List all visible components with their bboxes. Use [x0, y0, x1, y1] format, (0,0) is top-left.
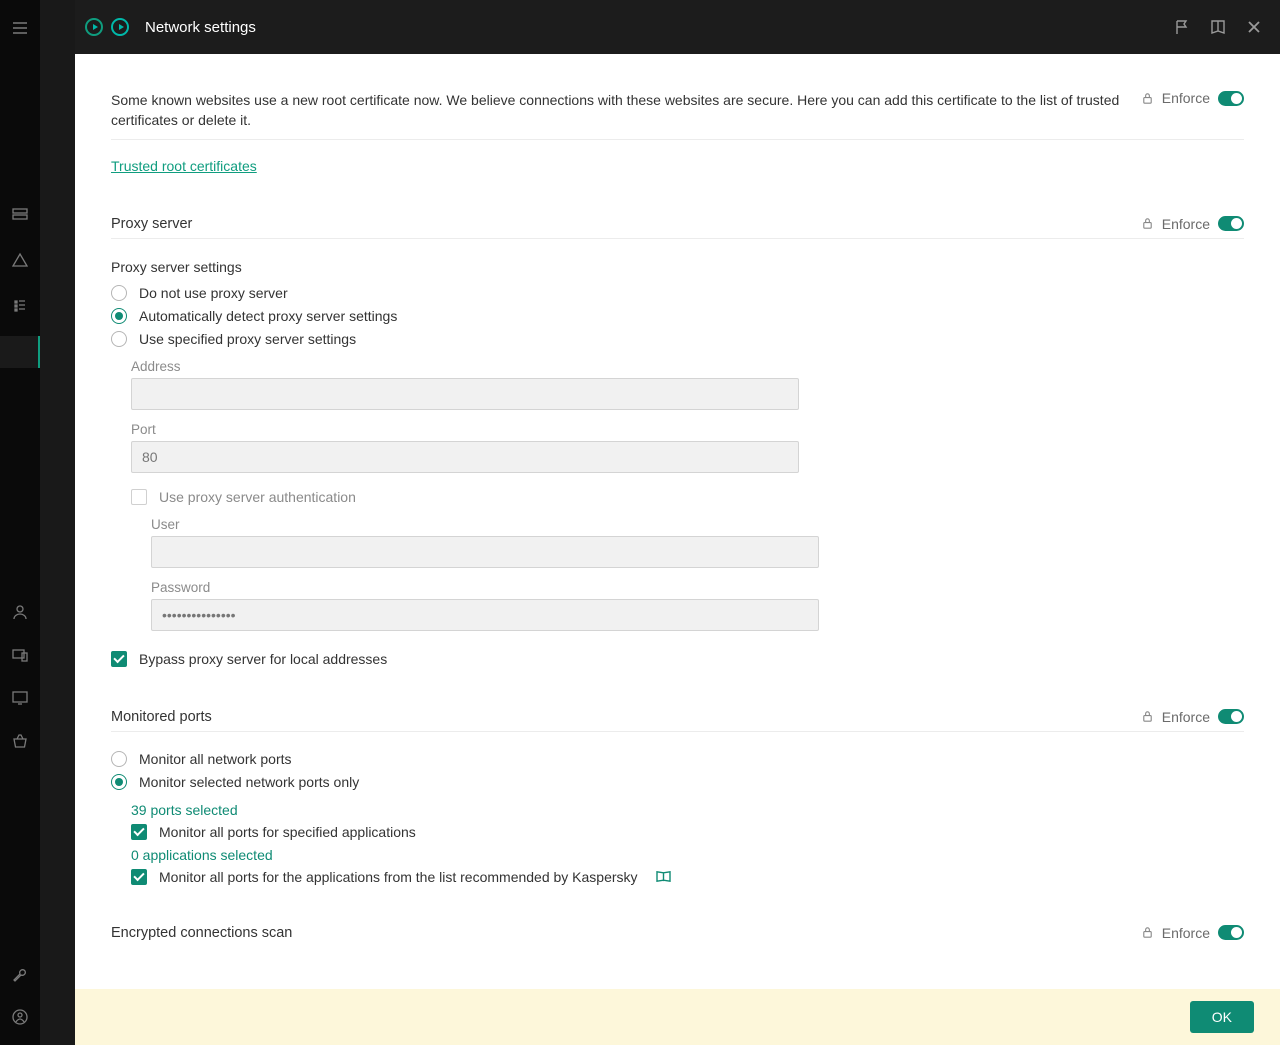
back-icon[interactable]: [85, 18, 103, 36]
lock-icon: [1141, 217, 1154, 230]
checkbox-icon: [131, 824, 147, 840]
radio-label: Use specified proxy server settings: [139, 331, 356, 347]
proxy-enforce-toggle[interactable]: [1218, 216, 1244, 231]
proxy-option-manual[interactable]: Use specified proxy server settings: [111, 331, 1244, 347]
proxy-section-title: Proxy server: [111, 216, 1141, 232]
checkbox-label: Bypass proxy server for local addresses: [139, 651, 387, 667]
apps-selected-link[interactable]: 0 applications selected: [131, 847, 273, 863]
checkbox-label: Monitor all ports for the applications f…: [159, 869, 638, 885]
user-input[interactable]: [151, 536, 819, 568]
proxy-option-auto[interactable]: Automatically detect proxy server settin…: [111, 308, 1244, 324]
trusted-certificates-link[interactable]: Trusted root certificates: [111, 158, 257, 174]
port-input[interactable]: [131, 441, 799, 473]
user-label: User: [151, 517, 1244, 532]
checkbox-label: Use proxy server authentication: [159, 489, 356, 505]
close-icon[interactable]: [1246, 19, 1262, 35]
list-icon[interactable]: [12, 298, 28, 314]
radio-icon: [111, 774, 127, 790]
ok-button[interactable]: OK: [1190, 1001, 1254, 1033]
checkbox-label: Monitor all ports for specified applicat…: [159, 824, 416, 840]
modal-footer: OK: [75, 989, 1280, 1045]
enforce-label: Enforce: [1162, 90, 1210, 106]
monitor-recommended-checkbox[interactable]: Monitor all ports for the applications f…: [131, 869, 1244, 885]
encrypted-enforce-toggle[interactable]: [1218, 925, 1244, 940]
book-icon[interactable]: [656, 870, 671, 883]
modal-body: Some known websites use a new root certi…: [75, 54, 1280, 989]
radio-icon: [111, 285, 127, 301]
monitor-icon[interactable]: [12, 690, 28, 706]
enforce-label: Enforce: [1162, 709, 1210, 725]
radio-label: Do not use proxy server: [139, 285, 288, 301]
bypass-local-checkbox[interactable]: Bypass proxy server for local addresses: [111, 651, 1244, 667]
rail-active-indicator: [0, 336, 40, 368]
lock-icon: [1141, 710, 1154, 723]
ports-enforce-toggle[interactable]: [1218, 709, 1244, 724]
proxy-settings-label: Proxy server settings: [111, 259, 1244, 275]
radio-icon: [111, 331, 127, 347]
proxy-option-none[interactable]: Do not use proxy server: [111, 285, 1244, 301]
modal-title: Network settings: [145, 19, 256, 36]
user-icon[interactable]: [12, 604, 28, 620]
devices-icon[interactable]: [12, 647, 28, 663]
enforce-label: Enforce: [1162, 925, 1210, 941]
radio-label: Automatically detect proxy server settin…: [139, 308, 397, 324]
menu-icon[interactable]: [12, 20, 28, 36]
flag-icon[interactable]: [1174, 19, 1190, 35]
settings-modal: Network settings Some known websites use…: [75, 0, 1280, 1045]
ports-selected-link[interactable]: 39 ports selected: [131, 802, 238, 818]
password-input[interactable]: [151, 599, 819, 631]
left-rail: [0, 0, 40, 1045]
encrypted-section-title: Encrypted connections scan: [111, 925, 1141, 941]
radio-label: Monitor all network ports: [139, 751, 292, 767]
modal-header: Network settings: [75, 0, 1280, 54]
checkbox-icon: [111, 651, 127, 667]
help-icon[interactable]: [1210, 19, 1226, 35]
basket-icon[interactable]: [12, 733, 28, 749]
certificates-intro: Some known websites use a new root certi…: [111, 90, 1141, 131]
account-icon[interactable]: [12, 1009, 28, 1025]
ports-option-selected[interactable]: Monitor selected network ports only: [111, 774, 1244, 790]
warning-icon[interactable]: [12, 252, 28, 268]
proxy-auth-checkbox[interactable]: Use proxy server authentication: [131, 489, 1244, 505]
radio-icon: [111, 751, 127, 767]
certificates-enforce-toggle[interactable]: [1218, 91, 1244, 106]
port-label: Port: [131, 422, 1244, 437]
ports-section-title: Monitored ports: [111, 709, 1141, 725]
lock-icon: [1141, 926, 1154, 939]
panel-icon[interactable]: [12, 206, 28, 222]
play-icon[interactable]: [111, 18, 129, 36]
wrench-icon[interactable]: [12, 968, 28, 984]
modal-overlay: Network settings Some known websites use…: [40, 0, 1280, 1045]
radio-icon: [111, 308, 127, 324]
address-input[interactable]: [131, 378, 799, 410]
lock-icon: [1141, 92, 1154, 105]
address-label: Address: [131, 359, 1244, 374]
password-label: Password: [151, 580, 1244, 595]
ports-option-all[interactable]: Monitor all network ports: [111, 751, 1244, 767]
monitor-specified-apps-checkbox[interactable]: Monitor all ports for specified applicat…: [131, 824, 1244, 840]
checkbox-icon: [131, 869, 147, 885]
radio-label: Monitor selected network ports only: [139, 774, 359, 790]
enforce-label: Enforce: [1162, 216, 1210, 232]
checkbox-icon: [131, 489, 147, 505]
